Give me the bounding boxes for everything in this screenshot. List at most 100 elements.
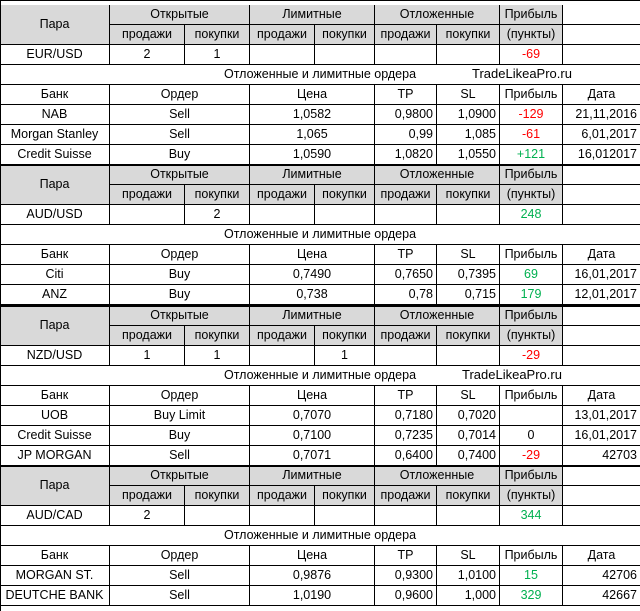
limit-buy-value — [315, 45, 375, 65]
tp-header: TP — [375, 245, 437, 265]
pending-sell-header: продажи — [375, 25, 437, 45]
orders-title: Отложенные и лимитные ордера — [0, 65, 640, 85]
date-header: Дата — [563, 245, 640, 265]
order-date: 16,01,2017 — [563, 265, 640, 285]
pending-sell-value — [375, 45, 437, 65]
order-tp: 0,9300 — [375, 566, 437, 586]
order-sl: 1,000 — [437, 586, 500, 606]
order-profit: 179 — [500, 285, 563, 305]
bank-header: Банк — [0, 386, 110, 406]
blank-cell — [563, 185, 640, 205]
order-sl: 1,0900 — [437, 105, 500, 125]
order-profit-header: Прибыль — [500, 245, 563, 265]
pending-sell-header: продажи — [375, 326, 437, 346]
pair-header: Пара — [0, 466, 110, 506]
tp-header: TP — [375, 386, 437, 406]
order-tp: 0,7235 — [375, 426, 437, 446]
open-buy-header: покупки — [185, 25, 250, 45]
open-sell-value — [110, 205, 185, 225]
pending-buy-value — [437, 45, 500, 65]
pair-value: AUD/CAD — [0, 506, 110, 526]
pending-sell-header: продажи — [375, 185, 437, 205]
order-profit: 15 — [500, 566, 563, 586]
limit-sell-header: продажи — [250, 326, 315, 346]
pending-buy-value — [437, 205, 500, 225]
order-price: 0,7070 — [250, 406, 375, 426]
points-header: (пункты) — [500, 486, 563, 506]
order-date: 16,01,2017 — [563, 426, 640, 446]
order-type: Buy — [110, 145, 250, 165]
open-buy-header: покупки — [185, 185, 250, 205]
price-header: Цена — [250, 245, 375, 265]
pending-buy-value — [437, 346, 500, 366]
sl-header: SL — [437, 546, 500, 566]
open-sell-header: продажи — [110, 185, 185, 205]
open-header: Открытые — [110, 5, 250, 25]
order-sl: 1,0550 — [437, 145, 500, 165]
bank-header: Банк — [0, 85, 110, 105]
open-header: Открытые — [110, 165, 250, 185]
order-type: Sell — [110, 566, 250, 586]
limit-sell-header: продажи — [250, 185, 315, 205]
blank-cell — [563, 5, 640, 25]
blank-cell — [563, 25, 640, 45]
pending-sell-value — [375, 506, 437, 526]
order-sl: 0,7400 — [437, 446, 500, 466]
open-buy-header: покупки — [185, 486, 250, 506]
profit-value: 248 — [500, 205, 563, 225]
order-bank: MORGAN ST. — [0, 566, 110, 586]
limit-sell-header: продажи — [250, 25, 315, 45]
limit-header: Лимитные — [250, 5, 375, 25]
limit-buy-header: покупки — [315, 486, 375, 506]
profit-header: Прибыль — [500, 466, 563, 486]
order-header: Ордер — [110, 546, 250, 566]
open-buy-value: 2 — [185, 205, 250, 225]
limit-buy-value — [315, 506, 375, 526]
open-buy-value — [185, 506, 250, 526]
order-type: Sell — [110, 446, 250, 466]
order-sl: 1,085 — [437, 125, 500, 145]
order-sl: 1,0100 — [437, 566, 500, 586]
order-type: Sell — [110, 105, 250, 125]
blank-cell — [563, 326, 640, 346]
open-sell-value: 1 — [110, 346, 185, 366]
open-sell-value: 2 — [110, 45, 185, 65]
date-header: Дата — [563, 386, 640, 406]
blank-cell — [563, 165, 640, 185]
profit-value: 344 — [500, 506, 563, 526]
section-divider — [0, 465, 640, 467]
date-header: Дата — [563, 85, 640, 105]
order-type: Sell — [110, 125, 250, 145]
order-type: Buy Limit — [110, 406, 250, 426]
open-sell-header: продажи — [110, 326, 185, 346]
profit-header: Прибыль — [500, 165, 563, 185]
order-price: 0,7490 — [250, 265, 375, 285]
price-header: Цена — [250, 546, 375, 566]
order-price: 1,0582 — [250, 105, 375, 125]
order-header: Ордер — [110, 85, 250, 105]
order-bank: JP MORGAN — [0, 446, 110, 466]
order-sl: 0,7014 — [437, 426, 500, 446]
pending-buy-header: покупки — [437, 25, 500, 45]
limit-sell-header: продажи — [250, 486, 315, 506]
order-price: 0,7071 — [250, 446, 375, 466]
watermark-text: TradeLikeaPro.ru — [462, 367, 562, 382]
limit-sell-value — [250, 506, 315, 526]
order-sl: 0,7395 — [437, 265, 500, 285]
profit-header: Прибыль — [500, 5, 563, 25]
blank-cell — [563, 45, 640, 65]
bank-header: Банк — [0, 245, 110, 265]
open-header: Открытые — [110, 306, 250, 326]
order-type: Buy — [110, 426, 250, 446]
blank-cell — [563, 466, 640, 486]
price-header: Цена — [250, 386, 375, 406]
order-date: 42667 — [563, 586, 640, 606]
order-price: 0,7100 — [250, 426, 375, 446]
pair-value: EUR/USD — [0, 45, 110, 65]
order-profit: 69 — [500, 265, 563, 285]
order-profit-header: Прибыль — [500, 85, 563, 105]
open-buy-value: 1 — [185, 346, 250, 366]
date-header: Дата — [563, 546, 640, 566]
order-date: 42706 — [563, 566, 640, 586]
order-price: 0,738 — [250, 285, 375, 305]
